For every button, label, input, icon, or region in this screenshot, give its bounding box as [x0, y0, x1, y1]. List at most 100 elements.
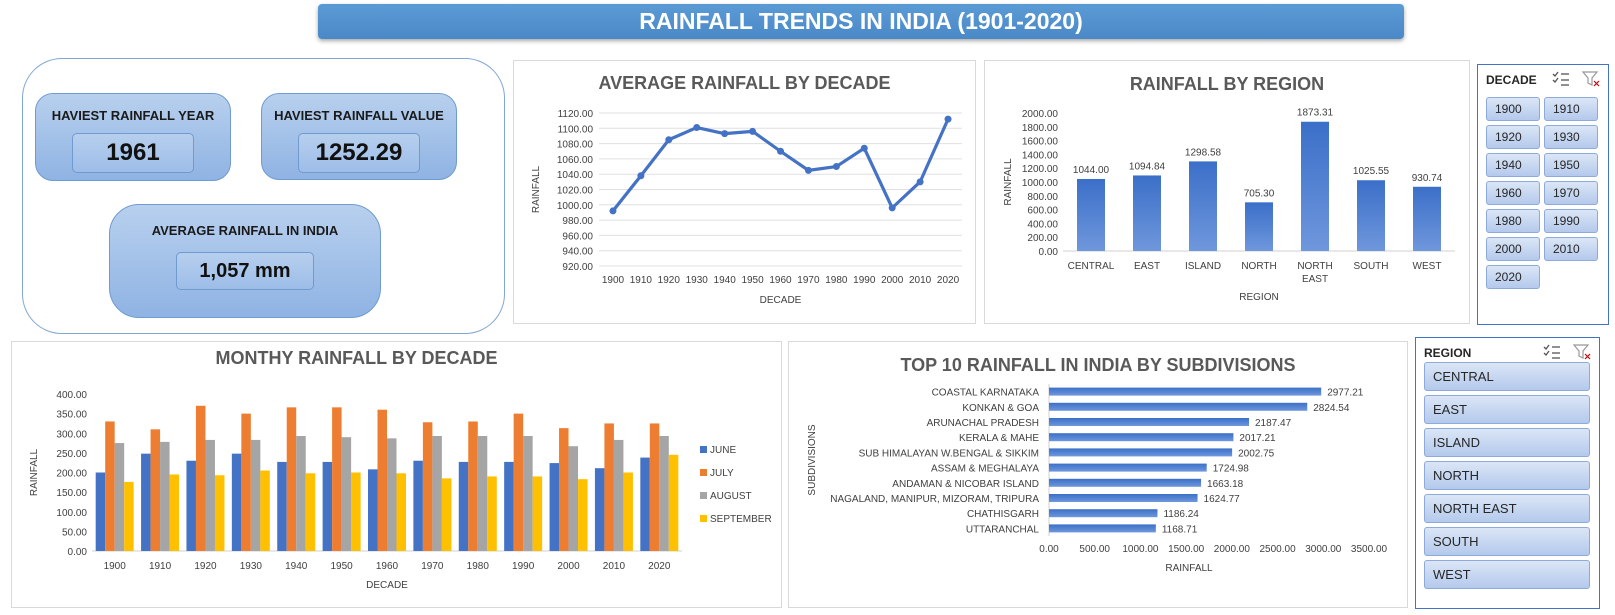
decade-option-1960[interactable]: 1960: [1486, 181, 1540, 205]
bar: [186, 460, 196, 551]
y-tick-label: 1000.00: [1022, 178, 1059, 189]
x-tick-label: 2000: [557, 561, 580, 572]
bar: [659, 435, 669, 551]
bar: [468, 421, 478, 551]
heaviest-year-label: HAVIEST RAINFALL YEAR: [51, 108, 215, 123]
data-point: [665, 136, 673, 144]
decade-option-1990[interactable]: 1990: [1544, 209, 1598, 233]
legend-swatch: [700, 446, 707, 453]
x-tick-label: 2500.00: [1259, 544, 1296, 555]
bar: [1049, 509, 1158, 518]
bar: [105, 421, 115, 551]
decade-option-1940[interactable]: 1940: [1486, 153, 1540, 177]
bar: [277, 461, 287, 551]
decade-option-1970[interactable]: 1970: [1544, 181, 1598, 205]
decade-option-1910[interactable]: 1910: [1544, 97, 1598, 121]
average-rainfall-value: 1,057 mm: [176, 252, 314, 290]
bar: [432, 435, 442, 551]
data-label: 1044.00: [1073, 165, 1110, 176]
multi-select-icon[interactable]: [1543, 344, 1561, 360]
decade-option-1920[interactable]: 1920: [1486, 125, 1540, 149]
bar: [640, 457, 650, 551]
decade-option-1950[interactable]: 1950: [1544, 153, 1598, 177]
data-label: 2824.54: [1313, 403, 1350, 414]
region-option-island[interactable]: ISLAND: [1424, 428, 1590, 457]
bar: [487, 476, 497, 551]
data-point: [749, 127, 757, 135]
bar: [604, 423, 614, 551]
bar: [1413, 186, 1441, 251]
legend-label: JUNE: [710, 445, 736, 456]
bar: [1049, 402, 1308, 411]
legend-swatch: [700, 515, 707, 522]
y-tick-label: ANDAMAN & NICOBAR ISLAND: [892, 479, 1039, 490]
decade-option-1930[interactable]: 1930: [1544, 125, 1598, 149]
data-point: [693, 124, 701, 132]
bar: [649, 423, 660, 551]
by-region-title: RAINFALL BY REGION: [1129, 74, 1325, 94]
bar: [260, 470, 270, 551]
region-option-east[interactable]: EAST: [1424, 395, 1590, 424]
region-option-north[interactable]: NORTH: [1424, 461, 1590, 490]
x-tick-label: 1900: [602, 275, 625, 286]
x-tick-label: WEST: [1413, 261, 1442, 272]
bar: [124, 481, 134, 551]
y-axis-label: RAINFALL: [531, 165, 542, 213]
y-tick-label: 1060.00: [557, 155, 594, 166]
x-tick-label: 1940: [714, 275, 737, 286]
data-point: [888, 204, 896, 212]
region-option-south[interactable]: SOUTH: [1424, 527, 1590, 556]
decade-option-2020[interactable]: 2020: [1486, 265, 1540, 289]
x-tick-label: EAST: [1302, 274, 1328, 285]
x-tick-label: SOUTH: [1354, 261, 1389, 272]
y-tick-label: COASTAL KARNATAKA: [932, 388, 1040, 399]
decade-option-2000[interactable]: 2000: [1486, 237, 1540, 261]
x-tick-label: 1970: [797, 275, 820, 286]
monthly-by-decade-title: MONTHY RAINFALL BY DECADE: [215, 348, 498, 368]
region-slicer-header: REGION: [1424, 346, 1472, 360]
bar: [205, 439, 215, 551]
bar: [296, 435, 306, 551]
bar: [332, 407, 342, 551]
decade-option-1900[interactable]: 1900: [1486, 97, 1540, 121]
y-tick-label: KERALA & MAHE: [959, 433, 1039, 444]
bar: [568, 446, 579, 551]
y-tick-label: 600.00: [1027, 206, 1058, 217]
decade-option-1980[interactable]: 1980: [1486, 209, 1540, 233]
decade-slicer: DECADE 1900 1910 1920 1930 1940 1950 1960 1970 1…: [1477, 64, 1609, 325]
y-tick-label: 1600.00: [1022, 137, 1059, 148]
region-option-west[interactable]: WEST: [1424, 560, 1590, 589]
series-line: [611, 118, 950, 212]
x-tick-label: EAST: [1134, 261, 1160, 272]
bar: [305, 473, 316, 551]
avg-by-decade-title: AVERAGE RAINFALL BY DECADE: [598, 73, 891, 93]
y-tick-label: ARUNACHAL PRADESH: [927, 418, 1039, 429]
decade-option-2010[interactable]: 2010: [1544, 237, 1598, 261]
x-tick-label: 1000.00: [1122, 544, 1159, 555]
bar: [241, 413, 251, 551]
bar: [413, 460, 423, 551]
region-option-central[interactable]: CENTRAL: [1424, 362, 1590, 391]
heaviest-value-label: HAVIEST RAINFALL VALUE: [274, 108, 444, 123]
y-tick-label: CHATHISGARH: [967, 509, 1039, 520]
region-option-north-east[interactable]: NORTH EAST: [1424, 494, 1590, 523]
y-tick-label: 200.00: [56, 469, 87, 480]
y-tick-label: 300.00: [56, 429, 87, 440]
bar: [458, 461, 469, 551]
y-tick-label: SUB HIMALAYAN W.BENGAL & SIKKIM: [859, 448, 1039, 459]
region-slicer: REGION CENTRAL EAST ISLAND NORTH NORTH EAST S…: [1415, 337, 1600, 609]
clear-filter-icon[interactable]: [1582, 71, 1600, 87]
y-tick-label: 150.00: [56, 488, 87, 499]
multi-select-icon[interactable]: [1552, 71, 1570, 87]
top10-subdivisions-title: TOP 10 RAINFALL IN INDIA BY SUBDIVISIONS: [900, 355, 1296, 375]
x-tick-label: 2020: [648, 561, 671, 572]
bar: [250, 439, 261, 551]
bar: [532, 476, 543, 551]
avg-by-decade-chart: AVERAGE RAINFALL BY DECADE 920.00 940.00 9…: [513, 60, 976, 324]
bar: [1357, 180, 1385, 251]
decade-slicer-header: DECADE: [1486, 73, 1537, 87]
clear-filter-icon[interactable]: [1573, 344, 1591, 360]
bar: [286, 407, 297, 551]
bar: [1049, 463, 1207, 472]
by-region-plot: 0.00 200.00 400.00 600.00 800.00 1000.00 1200.…: [1003, 108, 1455, 303]
